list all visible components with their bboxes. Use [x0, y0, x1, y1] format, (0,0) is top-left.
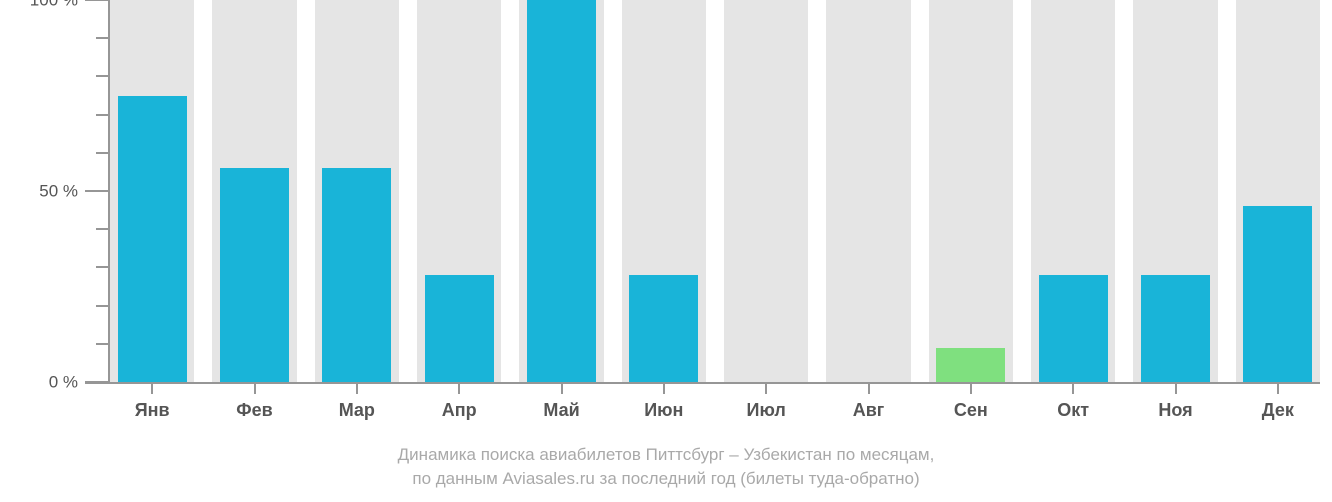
column [622, 0, 706, 382]
caption-line-1: Динамика поиска авиабилетов Питтсбург – … [0, 444, 1332, 467]
x-tick-mark [765, 384, 767, 394]
x-tick-mark [1175, 384, 1177, 394]
bar [425, 275, 494, 382]
x-tick-label: Июн [644, 400, 683, 421]
bar [629, 275, 698, 382]
column [315, 0, 399, 382]
y-tick-label: 0 % [0, 374, 78, 391]
x-tick-label: Янв [135, 400, 170, 421]
x-tick-mark [254, 384, 256, 394]
bar [1039, 275, 1108, 382]
x-tick-label: Май [543, 400, 579, 421]
x-tick-mark [970, 384, 972, 394]
x-tick-mark [356, 384, 358, 394]
x-tick-mark [868, 384, 870, 394]
column [1236, 0, 1320, 382]
x-tick-label: Фев [236, 400, 272, 421]
plot-area [110, 0, 1320, 382]
column [212, 0, 296, 382]
bar [1243, 206, 1312, 382]
bar [1141, 275, 1210, 382]
x-tick-label: Авг [853, 400, 885, 421]
y-axis-labels: 0 %50 %100 % [0, 0, 78, 382]
x-tick-mark [151, 384, 153, 394]
column [1031, 0, 1115, 382]
column-bg [826, 0, 910, 382]
column [110, 0, 194, 382]
column-bg [929, 0, 1013, 382]
y-tick-label: 100 % [0, 0, 78, 9]
bar [527, 0, 596, 382]
x-tick-label: Июл [747, 400, 786, 421]
column [519, 0, 603, 382]
column [1133, 0, 1217, 382]
x-tick-label: Ноя [1158, 400, 1192, 421]
x-tick-mark [1277, 384, 1279, 394]
x-axis-labels: Янв Фев Мар Апр Май Июн Июл Авг Сен Окт Ноя Дек [110, 398, 1320, 424]
column [417, 0, 501, 382]
x-tick-label: Сен [954, 400, 988, 421]
column [724, 0, 808, 382]
x-tick-label: Апр [442, 400, 477, 421]
x-tick-label: Мар [339, 400, 375, 421]
x-tick-label: Дек [1262, 400, 1294, 421]
x-tick-mark [561, 384, 563, 394]
bar [322, 168, 391, 382]
x-tick-mark [458, 384, 460, 394]
y-axis-line [108, 0, 110, 384]
column-bg [724, 0, 808, 382]
column [826, 0, 910, 382]
x-tick-marks [110, 384, 1320, 396]
column [929, 0, 1013, 382]
bar [936, 348, 1005, 382]
y-tick-label: 50 % [0, 183, 78, 200]
x-tick-mark [1072, 384, 1074, 394]
monthly-search-chart: 0 % 50 % 100 % Янв Фев Мар Апр Май Июн Июл Авг Сен… [0, 0, 1332, 502]
bar [118, 96, 187, 383]
bar [220, 168, 289, 382]
x-tick-label: Окт [1057, 400, 1089, 421]
caption-line-2: по данным Aviasales.ru за последний год … [0, 468, 1332, 491]
x-tick-mark [663, 384, 665, 394]
